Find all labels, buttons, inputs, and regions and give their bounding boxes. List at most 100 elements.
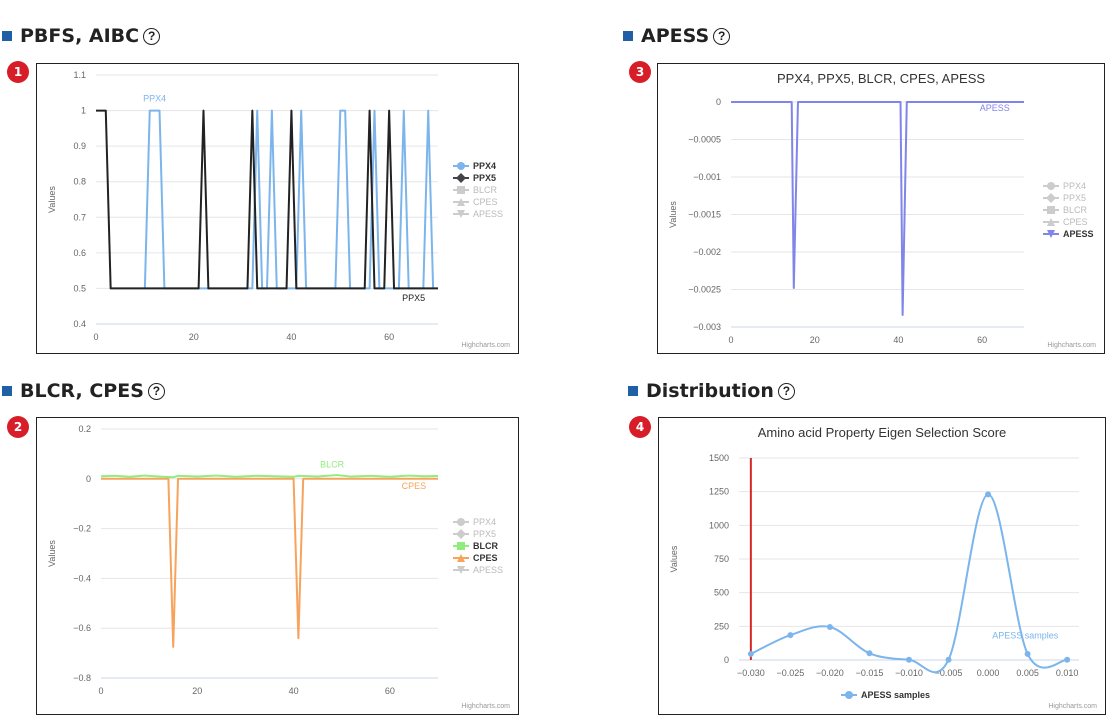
data-point (906, 656, 912, 663)
legend-symbol-icon (1047, 230, 1055, 238)
chart-title: PPX4, PPX5, BLCR, CPES, APESS (777, 71, 985, 86)
legend-symbol-icon (1047, 206, 1055, 214)
y-tick-label: 250 (714, 621, 729, 631)
y-tick-label: 500 (714, 588, 729, 598)
x-tick-label: 20 (192, 686, 202, 696)
chart-svg: −0.8 −0.6 −0.4 −0.2 0 0.2 0 20 40 60 Values BLCR CPE… (47, 424, 510, 710)
legend-item-label: PPX5 (473, 529, 496, 539)
series-label: APESS samples (992, 630, 1059, 640)
chart-number-badge: 3 (629, 61, 651, 83)
x-tick-label: 0 (93, 332, 98, 342)
y-tick-label: 0.7 (73, 212, 86, 222)
y-axis-title: Values (669, 545, 679, 572)
x-tick-label: 40 (286, 332, 296, 342)
y-tick-label: 0.4 (73, 319, 86, 329)
title-square-icon (2, 386, 12, 396)
y-axis-title: Values (47, 186, 57, 213)
chart-svg: 0 250 500 750 1000 1250 1500 −0.030 −0.025 −0.020… (669, 425, 1097, 710)
chart-title: Amino acid Property Eigen Selection Scor… (758, 425, 1007, 440)
legend-symbol-icon (456, 529, 466, 539)
y-tick-label: 0.8 (73, 177, 86, 187)
x-tick-label: −0.005 (935, 668, 963, 678)
series-label: PPX4 (143, 94, 166, 104)
chart-pbfs-aibc: 0.4 0.5 0.6 0.7 0.8 0.9 1 1.1 0 20 40 60 Values PPX4 P… (36, 63, 519, 354)
legend-item-label: PPX4 (1063, 181, 1086, 191)
legend-item-label: APESS (1063, 229, 1094, 239)
legend-symbol-icon (457, 210, 465, 218)
y-tick-label: 1 (81, 106, 86, 116)
data-point (985, 491, 992, 498)
x-tick-label: −0.025 (777, 668, 805, 678)
legend-symbol-icon (457, 554, 465, 562)
data-point (1024, 650, 1031, 657)
series-label: APESS (980, 103, 1010, 113)
data-point (787, 632, 794, 639)
series-line-apess-samples (750, 493, 1068, 674)
help-icon[interactable]: ? (713, 27, 731, 45)
data-point (747, 650, 754, 657)
series-line-apess (731, 101, 1024, 316)
y-tick-label: 0.5 (73, 283, 86, 293)
section-title-text: BLCR, CPES (20, 380, 144, 402)
legend-symbol-icon (1047, 218, 1055, 226)
x-tick-label: 60 (385, 686, 395, 696)
data-point (826, 624, 833, 631)
legend-item-label: BLCR (1063, 205, 1088, 215)
y-tick-label: 0.2 (78, 424, 91, 434)
chart-blcr-cpes: −0.8 −0.6 −0.4 −0.2 0 0.2 0 20 40 60 Values BLCR CPE… (36, 417, 519, 715)
x-tick-label: −0.010 (895, 668, 923, 678)
y-tick-label: 1500 (709, 453, 729, 463)
legend-symbol-icon (1046, 193, 1056, 203)
section-title-blcr-cpes: BLCR, CPES ? (2, 378, 165, 404)
x-tick-label: −0.030 (737, 668, 765, 678)
y-tick-label: −0.0025 (688, 285, 721, 295)
y-tick-label: 1000 (709, 520, 729, 530)
y-tick-label: −0.0015 (688, 210, 721, 220)
x-tick-label: −0.020 (816, 668, 844, 678)
legend-symbol-icon (457, 566, 465, 574)
x-tick-label: 0 (98, 686, 103, 696)
y-tick-label: −0.001 (693, 172, 721, 182)
data-point (1064, 656, 1071, 663)
series-line-cpes (101, 477, 438, 648)
y-tick-label: 1250 (709, 487, 729, 497)
y-tick-label: −0.0005 (688, 135, 721, 145)
section-title-pbfs-aibc: PBFS, AIBC ? (2, 23, 161, 49)
section-title-distribution: Distribution ? (628, 378, 795, 404)
x-tick-label: 0 (728, 335, 733, 345)
title-square-icon (628, 386, 638, 396)
legend-symbol-icon (456, 173, 466, 183)
data-point (945, 656, 952, 663)
series-label: CPES (402, 481, 427, 491)
legend-symbol-icon (457, 542, 465, 550)
legend-item-label: APESS (473, 565, 503, 575)
help-icon[interactable]: ? (143, 27, 161, 45)
legend-symbol-icon (457, 198, 465, 206)
title-square-icon (2, 31, 12, 41)
credits-text: Highcharts.com (1047, 342, 1096, 349)
help-icon[interactable]: ? (147, 382, 165, 400)
y-tick-label: −0.003 (693, 322, 721, 332)
credits-text: Highcharts.com (1048, 703, 1097, 710)
y-tick-label: 0 (716, 97, 721, 107)
section-title-apess: APESS ? (623, 23, 731, 49)
legend-symbol-icon (457, 518, 465, 526)
y-tick-label: −0.6 (73, 623, 91, 633)
legend-symbol-icon (457, 162, 465, 170)
section-title-text: APESS (641, 25, 710, 47)
x-tick-label: 0.000 (977, 668, 1000, 678)
x-tick-label: 60 (977, 335, 987, 345)
chart-number-badge: 2 (7, 416, 29, 438)
help-icon[interactable]: ? (777, 382, 795, 400)
x-tick-label: 20 (810, 335, 820, 345)
x-tick-label: 0.010 (1056, 668, 1079, 678)
y-tick-label: 0.9 (73, 141, 86, 151)
legend-item-label: APESS samples (861, 690, 930, 700)
x-tick-label: 40 (893, 335, 903, 345)
x-tick-label: 20 (189, 332, 199, 342)
chart-svg: −0.003 −0.0025 −0.002 −0.0015 −0.001 −0.0005 0… (668, 71, 1096, 349)
series-line-ppx5 (96, 109, 438, 290)
legend-item-label: PPX4 (473, 517, 496, 527)
legend-item-label: BLCR (473, 185, 498, 195)
y-tick-label: 0 (86, 474, 91, 484)
